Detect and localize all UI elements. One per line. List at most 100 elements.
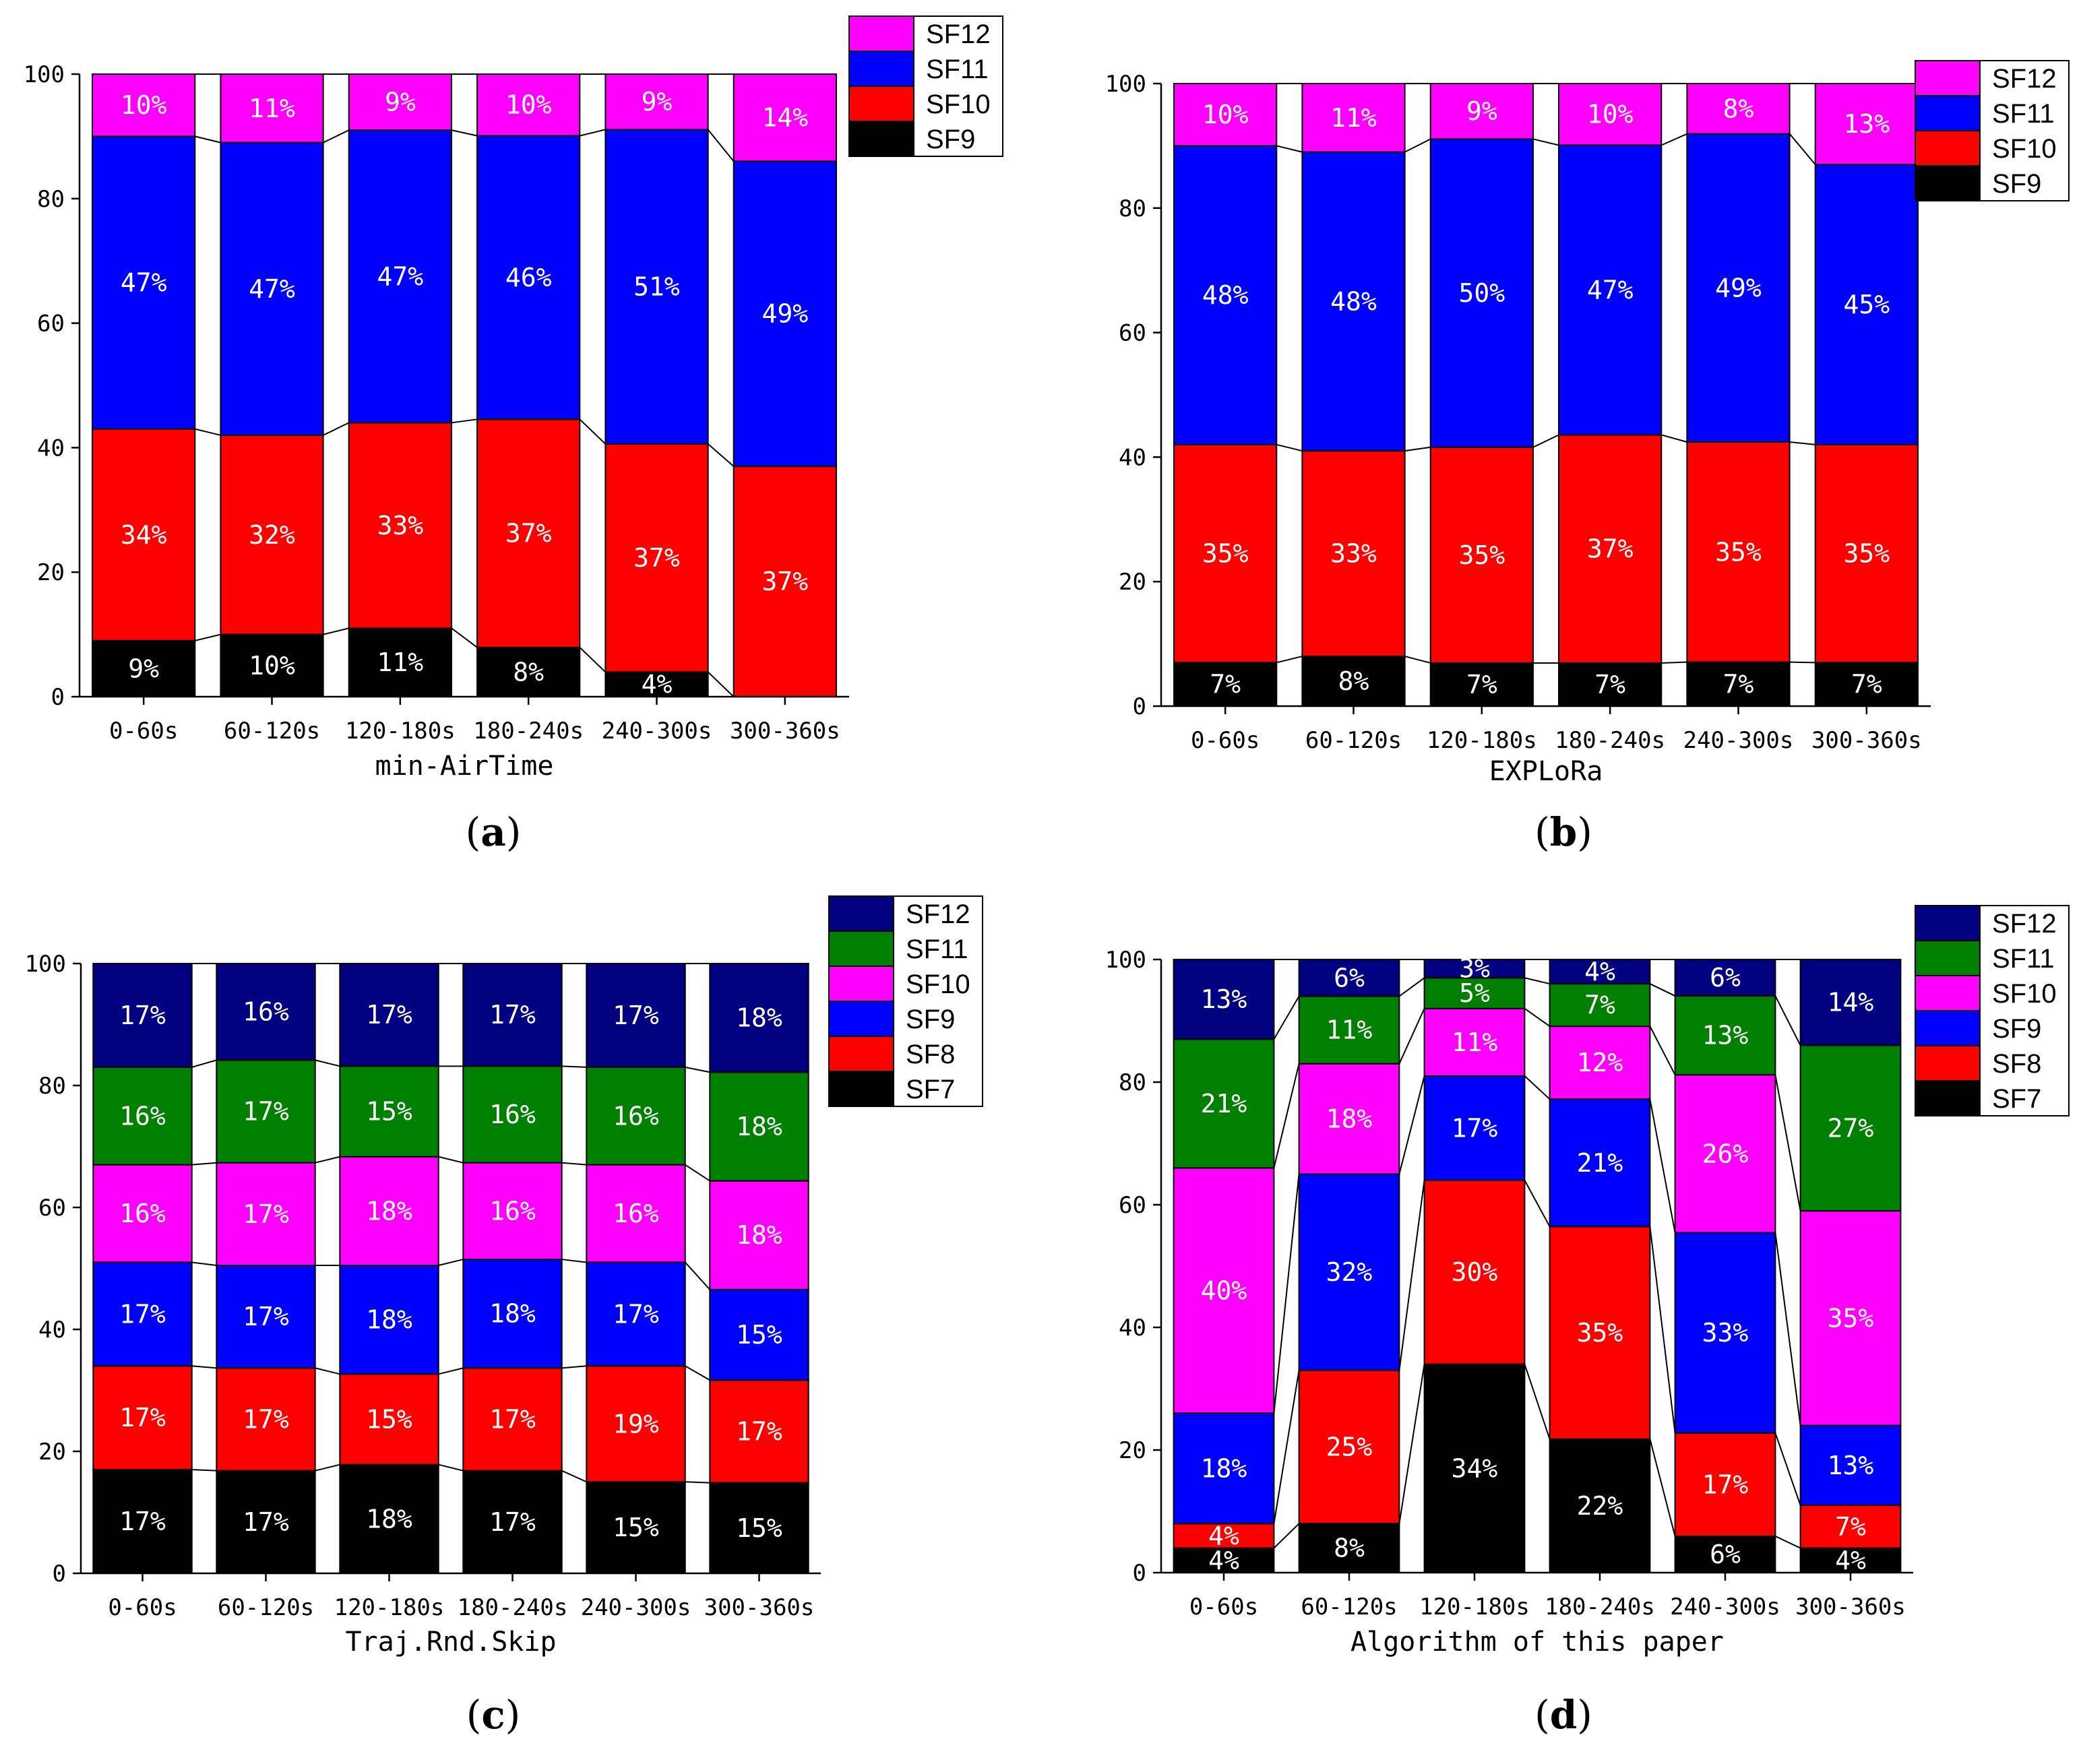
bar-segment-sf12-5 bbox=[1799, 959, 1902, 1046]
connector-line bbox=[1789, 661, 1815, 664]
data-label: 17% bbox=[243, 1507, 289, 1537]
data-label: 11% bbox=[377, 648, 424, 677]
connector-line bbox=[315, 1059, 340, 1067]
y-tick-label: 20 bbox=[38, 1439, 66, 1466]
bar-segment-sf11-3 bbox=[1549, 983, 1651, 1028]
data-label: 17% bbox=[489, 1507, 536, 1537]
x-tick-label: 180-240s bbox=[473, 718, 584, 745]
connector-line bbox=[1273, 1063, 1300, 1168]
legend: SF12 SF11 SF10 SF9 bbox=[1915, 60, 2070, 201]
data-label: 32% bbox=[249, 520, 295, 550]
bar-segment-sf10-1 bbox=[216, 1162, 316, 1267]
legend-swatch-sf9 bbox=[1915, 1010, 1981, 1046]
caption-paren-close: ) bbox=[505, 1692, 521, 1738]
caption-paren-close: ) bbox=[506, 809, 522, 855]
bar-segment-sf9-3 bbox=[476, 646, 581, 698]
data-label: 48% bbox=[1202, 280, 1249, 310]
data-label: 18% bbox=[736, 1003, 782, 1033]
data-label: 21% bbox=[1577, 1148, 1623, 1178]
y-tick-label: 0 bbox=[51, 684, 65, 711]
connector-line bbox=[1524, 1180, 1551, 1227]
caption-paren-open: ( bbox=[1534, 809, 1550, 855]
data-label: 35% bbox=[1828, 1303, 1874, 1333]
legend-label: SF12 bbox=[1992, 909, 2057, 939]
connector-line bbox=[315, 1156, 340, 1164]
data-label: 9% bbox=[385, 88, 416, 117]
y-tick-label: 100 bbox=[1105, 947, 1146, 974]
x-tick-label: 300-360s bbox=[1811, 727, 1922, 754]
data-label: 11% bbox=[1326, 1015, 1373, 1045]
data-label: 17% bbox=[119, 1403, 166, 1432]
data-label: 34% bbox=[1452, 1453, 1498, 1483]
legend-swatch-sf11 bbox=[1915, 95, 1981, 131]
data-label: 35% bbox=[1715, 537, 1762, 567]
bar-segment-sf8-0 bbox=[92, 1365, 193, 1471]
y-tick-label: 80 bbox=[1119, 195, 1146, 222]
legend-swatch-sf12 bbox=[1915, 60, 1981, 96]
bar-segment-sf10-0 bbox=[1173, 1167, 1275, 1414]
data-label: 7% bbox=[1723, 669, 1754, 699]
data-label: 49% bbox=[1715, 273, 1762, 303]
connector-line bbox=[561, 1470, 587, 1483]
chart-panel-c: 17% 17% 18% 17% 15% 15% 17% 17% 15% 17% 19% 17% 17% 1… bbox=[25, 895, 983, 1738]
bar-segment-sf12-1 bbox=[1298, 959, 1400, 997]
legend-label: SF12 bbox=[1992, 64, 2057, 94]
connector-line bbox=[323, 129, 350, 144]
data-label: 47% bbox=[1587, 275, 1634, 305]
legend-label: SF7 bbox=[906, 1075, 955, 1104]
connector-line bbox=[191, 1469, 217, 1472]
bar-segment-sf10-3 bbox=[1558, 434, 1663, 664]
bar-segment-sf12-2 bbox=[348, 73, 452, 131]
bar-segment-sf12-2 bbox=[1429, 83, 1534, 140]
data-label: 32% bbox=[1326, 1257, 1373, 1287]
bar-segment-sf11-0 bbox=[92, 1066, 193, 1166]
legend-swatch-sf10 bbox=[1915, 975, 1981, 1011]
data-label: 16% bbox=[489, 1196, 536, 1226]
data-label: 27% bbox=[1828, 1113, 1874, 1143]
legend-swatch-sf9 bbox=[848, 121, 914, 157]
legend-swatch-sf7 bbox=[828, 1071, 894, 1107]
data-label: 9% bbox=[128, 654, 159, 683]
bar-segment-sf12-1 bbox=[220, 73, 324, 144]
data-label: 4% bbox=[1208, 1546, 1239, 1575]
bar-segment-sf10-3 bbox=[476, 418, 581, 648]
bar-segment-sf12-1 bbox=[216, 963, 316, 1061]
data-label: 8% bbox=[513, 657, 544, 687]
bar-segment-sf11-4 bbox=[1674, 995, 1776, 1076]
data-label: 9% bbox=[1466, 96, 1497, 126]
legend-label: SF8 bbox=[1992, 1049, 2041, 1079]
bar-segment-sf11-0 bbox=[92, 135, 196, 430]
data-label: 8% bbox=[1723, 94, 1754, 123]
bar-segment-sf10-4 bbox=[604, 443, 709, 673]
x-tick-label: 60-120s bbox=[1305, 727, 1402, 754]
bar-segment-sf10-0 bbox=[92, 1164, 193, 1263]
connector-line bbox=[685, 1365, 710, 1381]
data-label: 18% bbox=[366, 1196, 412, 1226]
connector-line bbox=[1273, 996, 1300, 1040]
bar-segment-sf10-1 bbox=[220, 434, 324, 635]
data-label: 17% bbox=[736, 1416, 782, 1446]
connector-line bbox=[1789, 133, 1816, 165]
legend-label: SF12 bbox=[926, 20, 991, 49]
data-label: 35% bbox=[1844, 539, 1890, 569]
y-tick-label: 20 bbox=[1119, 1437, 1146, 1464]
data-label: 10% bbox=[121, 90, 167, 120]
bar-segment-sf9-1 bbox=[1298, 1173, 1400, 1371]
connector-line bbox=[1273, 1523, 1300, 1549]
y-tick-label: 40 bbox=[1119, 444, 1146, 471]
x-tick-label: 300-360s bbox=[1795, 1594, 1906, 1620]
data-label: 16% bbox=[489, 1100, 536, 1129]
data-label: 16% bbox=[613, 1199, 659, 1228]
data-label: 7% bbox=[1835, 1512, 1866, 1542]
bar-segment-sf12-0 bbox=[92, 73, 196, 137]
caption-letter: d bbox=[1550, 1692, 1578, 1738]
data-label: 17% bbox=[243, 1199, 289, 1229]
legend-label: SF8 bbox=[906, 1040, 955, 1069]
caption-paren-open: ( bbox=[1534, 1692, 1550, 1738]
legend: SF12 SF11 SF10 SF9 bbox=[848, 15, 1003, 157]
caption-paren-close: ) bbox=[1577, 809, 1592, 855]
connector-line bbox=[1774, 1432, 1801, 1506]
connector-line bbox=[561, 1065, 587, 1068]
connector-line bbox=[561, 1259, 587, 1263]
bar-segment-sf10-0 bbox=[1173, 443, 1278, 664]
